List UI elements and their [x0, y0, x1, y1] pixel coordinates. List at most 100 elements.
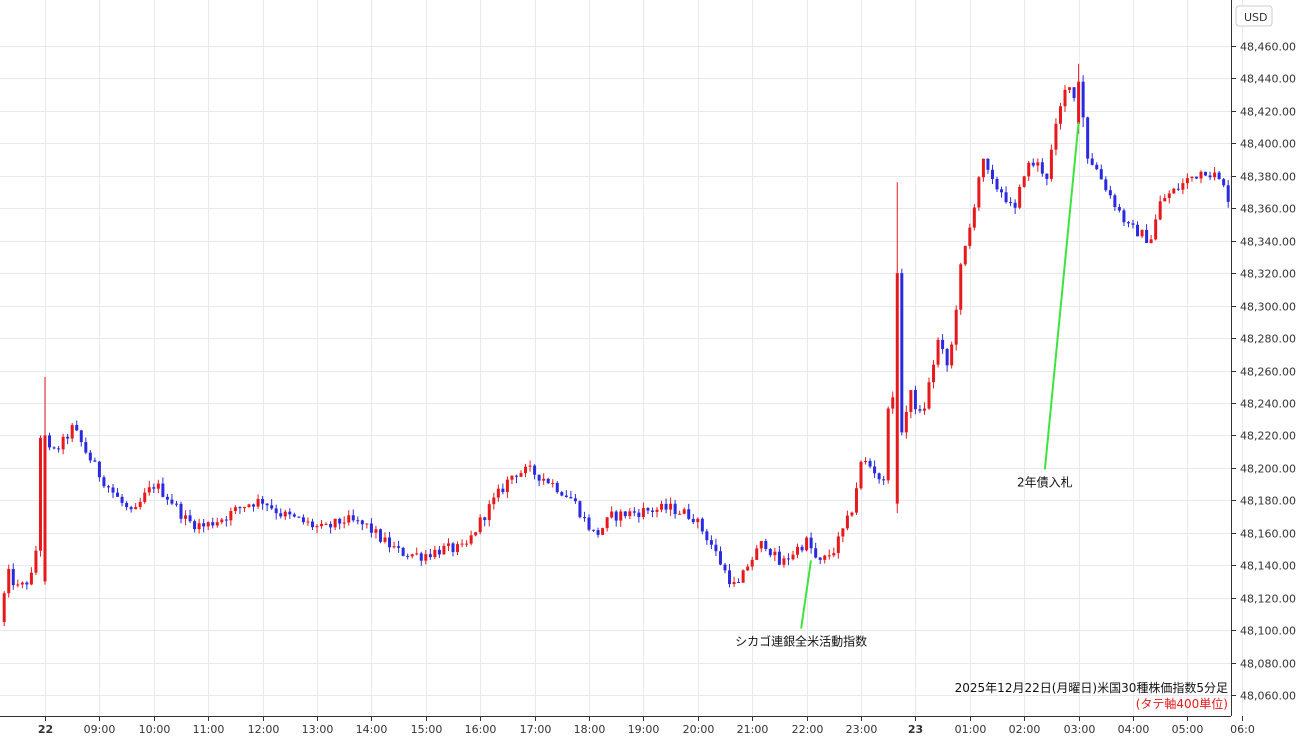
candle-body: [673, 503, 677, 515]
candle-body: [215, 522, 219, 526]
price-tick-label: 48,100.00: [1240, 625, 1296, 638]
candle-body: [11, 569, 15, 586]
candle: [437, 546, 441, 558]
candle: [374, 525, 378, 539]
candle-body: [823, 555, 827, 560]
price-tick-label: 48,120.00: [1240, 593, 1296, 606]
candle: [678, 510, 682, 515]
candle: [143, 488, 147, 504]
candle-body: [950, 344, 954, 366]
candle: [533, 464, 537, 480]
candle: [764, 538, 768, 552]
candle: [120, 493, 124, 507]
candle: [424, 549, 428, 565]
candle-body: [1208, 175, 1212, 178]
candle: [514, 474, 518, 484]
candle-body: [188, 515, 192, 522]
candle: [1000, 186, 1004, 198]
candle: [918, 405, 922, 414]
candle: [188, 509, 192, 524]
candle-body: [1004, 192, 1008, 203]
candle: [1054, 118, 1058, 156]
candle: [88, 449, 92, 464]
candle-body: [1040, 162, 1044, 174]
price-tick-label: 48,140.00: [1240, 560, 1296, 573]
candle: [990, 164, 994, 185]
candle-body: [796, 546, 800, 555]
candle: [1040, 158, 1044, 177]
candle-body: [138, 501, 142, 508]
candle: [283, 509, 287, 520]
candle-body: [709, 540, 713, 545]
candle-body: [1031, 162, 1035, 166]
candle-body: [895, 273, 899, 504]
candle-body: [1194, 176, 1198, 179]
candle-body: [1190, 176, 1194, 179]
candle-body: [415, 553, 419, 555]
candle-body: [1090, 158, 1094, 165]
candle-body: [827, 555, 831, 557]
candle-body: [397, 546, 401, 548]
candle: [496, 484, 500, 502]
candle: [125, 501, 129, 511]
price-tick-label: 48,300.00: [1240, 301, 1296, 314]
candle-body: [660, 503, 664, 510]
candle-body: [93, 460, 97, 462]
candle: [632, 507, 636, 517]
candle: [1208, 171, 1212, 181]
candle: [310, 518, 314, 531]
candle-body: [48, 435, 52, 448]
candle-body: [66, 436, 70, 439]
candle: [242, 506, 246, 513]
candle-body: [650, 510, 654, 512]
candle: [1077, 63, 1081, 134]
candle-body: [759, 541, 763, 549]
candle-body: [38, 437, 42, 551]
candle: [823, 554, 827, 564]
candle-body: [224, 519, 228, 521]
candle: [152, 483, 156, 494]
candle-body: [347, 515, 351, 523]
candle: [836, 532, 840, 559]
time-tick-label: 01:00: [955, 723, 987, 736]
candle: [442, 543, 446, 555]
candle-body: [57, 448, 61, 450]
candle-body: [310, 521, 314, 528]
candle: [397, 540, 401, 553]
candle: [333, 518, 337, 531]
candle-body: [755, 548, 759, 560]
candle: [900, 268, 904, 436]
candle: [365, 523, 369, 529]
candle: [709, 535, 713, 550]
price-axis[interactable]: 48,060.00 48,080.00 48,100.00 48,120.00 48,1…: [1231, 41, 1296, 703]
candle-body: [265, 503, 269, 506]
candle-body: [428, 554, 432, 558]
candle-body: [877, 473, 881, 480]
candle: [1149, 234, 1153, 244]
candle: [546, 477, 550, 484]
candle: [728, 564, 732, 588]
time-axis[interactable]: 22 09:00 10:00 11:00 12:00 13:00 14:00 15:00 16:…: [38, 716, 1255, 736]
candle-body: [365, 523, 369, 525]
candle: [320, 519, 324, 529]
candle-body: [147, 487, 151, 493]
candle: [805, 536, 809, 552]
candles-layer: [2, 63, 1230, 627]
candle: [542, 473, 546, 485]
candle: [687, 503, 691, 520]
candle: [306, 517, 310, 526]
candle-body: [1036, 162, 1040, 166]
candle: [1163, 194, 1167, 202]
candle: [551, 479, 555, 488]
candle-body: [342, 522, 346, 524]
candle: [859, 460, 863, 491]
candle-body: [238, 507, 242, 509]
candle: [1194, 176, 1198, 180]
candle-body: [678, 513, 682, 515]
candle: [1095, 162, 1099, 171]
candle-body: [292, 514, 296, 517]
candle-body: [252, 504, 256, 507]
candle: [1131, 219, 1135, 229]
candle: [655, 507, 659, 518]
candle: [832, 547, 836, 558]
